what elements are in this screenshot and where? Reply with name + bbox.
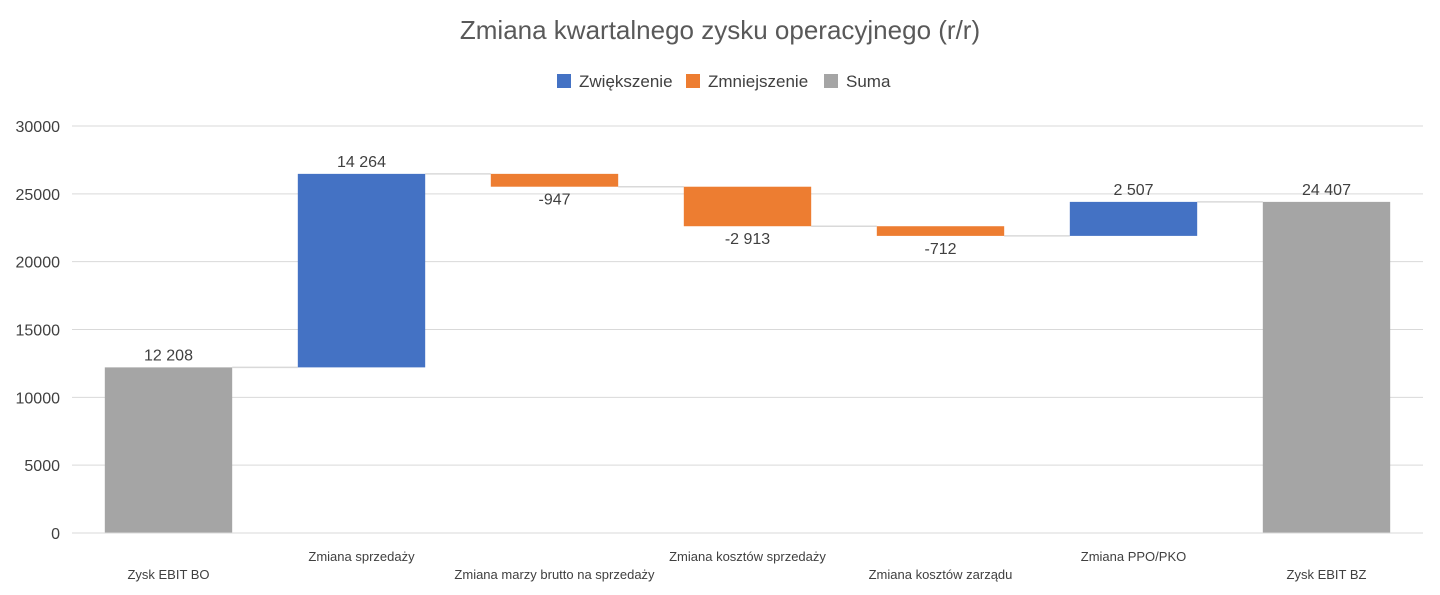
legend-swatch-increase — [557, 74, 571, 88]
data-label: 2 507 — [1113, 182, 1153, 199]
chart-title: Zmiana kwartalnego zysku operacyjnego (r… — [460, 15, 980, 45]
bars — [104, 173, 1391, 534]
bar-decrease — [490, 173, 619, 187]
x-category-label: Zmiana kosztów zarządu — [869, 567, 1013, 582]
legend-swatch-total — [824, 74, 838, 88]
data-label: -2 913 — [725, 231, 770, 248]
y-tick-label: 15000 — [16, 323, 61, 340]
bar-increase — [297, 173, 426, 368]
legend: Zwiększenie Zmniejszenie Suma — [557, 72, 891, 91]
bar-increase — [1069, 201, 1198, 236]
bar-decrease — [683, 186, 812, 227]
data-label: 12 208 — [144, 347, 193, 364]
y-tick-label: 25000 — [16, 187, 61, 204]
y-tick-label: 20000 — [16, 255, 61, 272]
x-category-label: Zmiana marzy brutto na sprzedaży — [454, 567, 655, 582]
x-category-label: Zysk EBIT BO — [127, 567, 209, 582]
data-label: -947 — [538, 192, 570, 209]
bar-total — [1262, 201, 1391, 534]
y-tick-label: 10000 — [16, 390, 61, 407]
y-tick-label: 30000 — [16, 119, 61, 136]
y-tick-label: 5000 — [24, 458, 60, 475]
x-category-label: Zysk EBIT BZ — [1287, 567, 1367, 582]
data-label: -712 — [924, 241, 956, 258]
legend-item-decrease: Zmniejszenie — [686, 72, 808, 91]
legend-item-increase: Zwiększenie — [557, 72, 673, 91]
legend-label-decrease: Zmniejszenie — [708, 72, 808, 91]
x-axis: Zysk EBIT BO Zmiana sprzedaży Zmiana marzy… — [72, 532, 1423, 582]
legend-item-total: Suma — [824, 72, 891, 91]
y-axis: 0 5000 10000 15000 20000 25000 30000 — [16, 119, 61, 543]
legend-swatch-decrease — [686, 74, 700, 88]
x-category-label: Zmiana sprzedaży — [308, 549, 415, 564]
data-label: 14 264 — [337, 154, 386, 171]
y-tick-label: 0 — [51, 526, 60, 543]
bar-decrease — [876, 226, 1005, 236]
x-category-label: Zmiana kosztów sprzedaży — [669, 549, 826, 564]
connector-lines — [232, 173, 1263, 369]
data-label: 24 407 — [1302, 182, 1351, 199]
legend-label-increase: Zwiększenie — [579, 72, 673, 91]
bar-total — [104, 367, 233, 533]
x-category-label: Zmiana PPO/PKO — [1081, 549, 1186, 564]
data-labels: 12 208 14 264 -947 -2 913 -712 2 507 24 407 — [144, 154, 1351, 365]
legend-label-total: Suma — [846, 72, 891, 91]
